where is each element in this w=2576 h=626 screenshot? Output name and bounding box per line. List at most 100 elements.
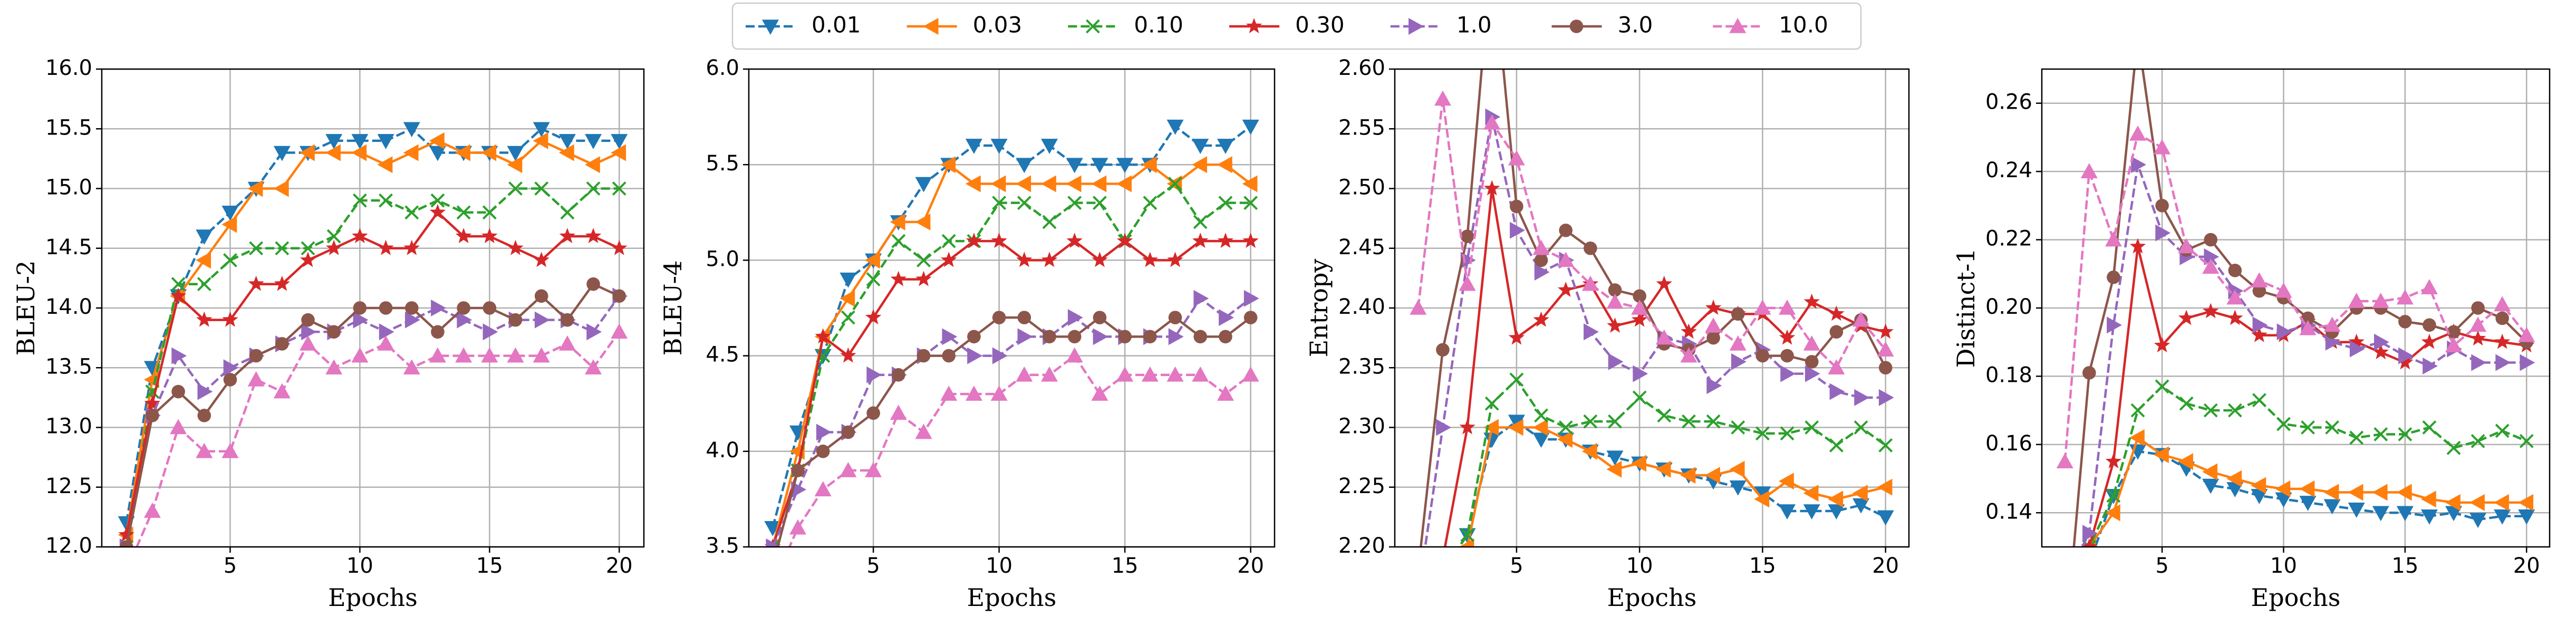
marker: [611, 144, 626, 161]
marker: [1878, 438, 1893, 452]
marker: [2178, 453, 2193, 470]
marker: [301, 323, 317, 341]
marker: [1460, 229, 1474, 243]
y-tick-label: 2.55: [1338, 115, 1385, 140]
marker: [915, 423, 932, 439]
marker: [915, 271, 932, 286]
marker: [1067, 196, 1082, 210]
marker: [533, 132, 548, 149]
marker: [2323, 316, 2341, 332]
y-tick-label: 2.35: [1338, 354, 1385, 379]
marker: [457, 311, 472, 329]
marker: [275, 337, 289, 351]
series-area: [118, 122, 628, 547]
marker: [940, 156, 956, 174]
marker: [923, 18, 939, 35]
marker: [2422, 420, 2437, 435]
marker: [1534, 253, 1548, 267]
marker: [455, 144, 470, 161]
marker: [2518, 494, 2534, 511]
marker: [890, 213, 905, 230]
marker: [764, 521, 782, 536]
y-tick-label: 14.0: [45, 295, 92, 319]
marker: [2203, 303, 2219, 319]
marker: [2107, 270, 2120, 284]
marker: [992, 311, 1006, 324]
marker: [915, 213, 931, 230]
marker: [1581, 275, 1599, 291]
marker: [2398, 347, 2414, 364]
marker: [840, 347, 856, 363]
marker: [1219, 330, 1232, 344]
marker: [585, 134, 602, 149]
marker: [865, 462, 882, 477]
marker: [1218, 196, 1233, 210]
marker: [967, 330, 981, 344]
marker: [1193, 290, 1209, 307]
y-tick-label: 0.26: [1985, 90, 2032, 114]
marker: [558, 335, 576, 351]
marker: [2202, 463, 2218, 480]
y-axis-label: Distinct-1: [1952, 248, 1980, 368]
marker: [1166, 366, 1184, 382]
y-tick-label: 2.60: [1338, 56, 1385, 80]
marker: [455, 228, 472, 244]
marker: [1410, 598, 1426, 613]
marker: [2082, 366, 2096, 380]
panel: 2.20 2.25 2.30 2.35 2.40 2.45 2.50 2.55 2.60 5 10 1…: [1305, 56, 1910, 613]
x-tick-label: 15: [476, 554, 503, 578]
marker: [2518, 326, 2535, 342]
marker: [1779, 329, 1796, 345]
marker: [1141, 366, 1159, 382]
y-tick-label: 3.5: [706, 534, 739, 558]
marker: [1534, 408, 1548, 423]
marker: [2374, 427, 2388, 441]
marker: [1193, 330, 1208, 344]
marker: [533, 252, 549, 267]
marker: [327, 325, 341, 339]
marker: [1606, 293, 1624, 309]
marker: [2106, 488, 2121, 503]
marker: [2469, 316, 2487, 332]
marker: [1066, 347, 1083, 363]
marker: [1729, 18, 1747, 33]
marker: [2080, 163, 2098, 178]
marker: [2057, 606, 2073, 622]
x-axis-label: Epochs: [328, 583, 418, 612]
marker: [119, 540, 133, 547]
marker: [1754, 300, 1771, 315]
marker: [1192, 156, 1208, 174]
marker: [404, 311, 420, 329]
marker: [403, 359, 420, 375]
marker: [1878, 361, 1893, 375]
x-tick-label: 15: [2391, 554, 2418, 578]
marker: [2081, 538, 2098, 547]
marker: [2227, 403, 2242, 418]
marker: [1217, 139, 1234, 154]
y-tick-label: 0.24: [1985, 158, 2032, 182]
marker: [1828, 490, 1844, 508]
marker: [2374, 333, 2389, 351]
marker: [940, 386, 958, 401]
marker: [1705, 300, 1722, 315]
marker: [1042, 215, 1057, 229]
marker: [1193, 215, 1208, 229]
marker: [2469, 513, 2487, 528]
marker: [2275, 492, 2292, 508]
marker: [1731, 420, 1745, 435]
marker: [197, 383, 213, 400]
marker: [481, 144, 497, 161]
marker: [1631, 311, 1648, 327]
marker: [455, 347, 472, 363]
marker: [1706, 331, 1720, 345]
y-tick-label: 14.5: [45, 235, 92, 259]
marker: [379, 323, 394, 341]
marker: [1558, 420, 1573, 435]
marker: [1632, 390, 1647, 405]
marker: [1093, 328, 1108, 345]
marker: [197, 409, 211, 422]
series: [119, 181, 626, 547]
marker: [1631, 300, 1648, 315]
y-tick-label: 6.0: [706, 56, 739, 80]
marker: [481, 228, 498, 244]
